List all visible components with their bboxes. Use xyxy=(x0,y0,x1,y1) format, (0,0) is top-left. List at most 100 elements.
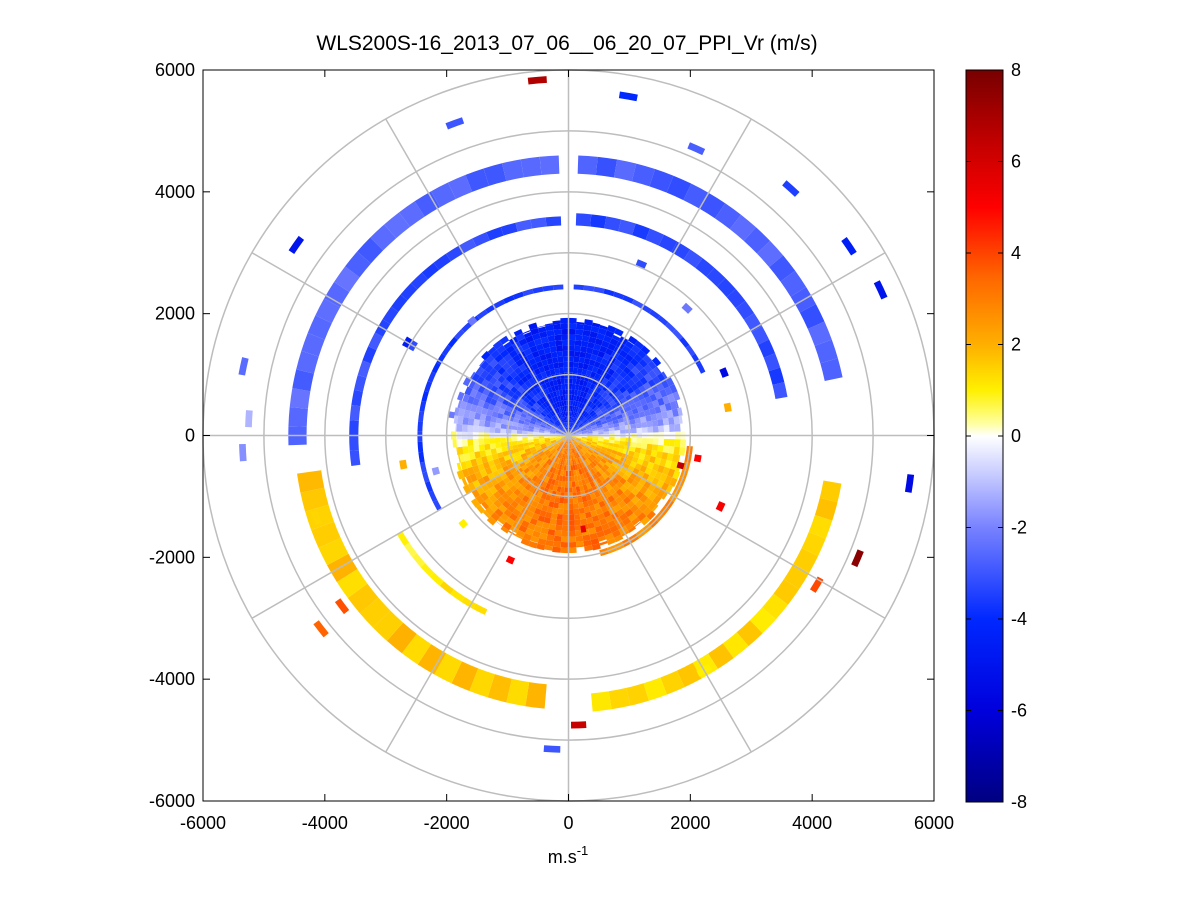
near-field-gate xyxy=(592,438,599,441)
near-field-gate xyxy=(521,383,529,391)
near-field-gate xyxy=(528,358,537,366)
near-field-gate xyxy=(591,543,601,551)
near-field-gate xyxy=(553,443,559,449)
near-field-gate xyxy=(587,400,593,407)
range-gate-arc xyxy=(575,213,592,227)
near-field-gate xyxy=(545,494,552,502)
near-field-gate xyxy=(577,421,583,427)
near-field-gate xyxy=(582,363,589,370)
range-gate-arc xyxy=(780,270,807,297)
near-field-gate xyxy=(596,333,605,341)
near-field-gate xyxy=(558,361,564,368)
near-field-gate xyxy=(511,437,517,442)
near-field-gate xyxy=(597,438,604,442)
near-field-gate xyxy=(582,398,588,405)
near-field-gate xyxy=(530,327,540,336)
near-field-gate xyxy=(595,420,602,425)
near-field-gate xyxy=(559,441,564,446)
near-field-gate xyxy=(512,421,519,427)
near-field-gate xyxy=(561,328,569,335)
near-field-gate xyxy=(643,488,653,498)
near-field-gate xyxy=(555,445,560,450)
near-field-gate xyxy=(493,491,502,500)
near-field-gate xyxy=(589,410,595,416)
near-field-gate xyxy=(529,420,536,425)
near-field-gate xyxy=(517,386,525,394)
near-field-gate xyxy=(497,495,506,505)
near-field-gate xyxy=(544,464,550,471)
near-field-gate xyxy=(523,515,532,523)
near-field-gate xyxy=(589,371,597,379)
near-field-gate xyxy=(557,508,564,515)
near-field-gate xyxy=(549,368,556,376)
near-field-gate xyxy=(555,431,561,434)
near-field-gate xyxy=(620,437,626,442)
near-field-gate xyxy=(531,382,539,390)
near-field-gate xyxy=(586,482,592,490)
range-gate-arc xyxy=(391,294,408,312)
near-field-gate xyxy=(502,386,511,395)
near-field-gate xyxy=(540,492,548,500)
range-gate-arc xyxy=(307,315,332,340)
near-field-gate xyxy=(576,433,582,435)
near-field-gate xyxy=(528,377,536,385)
near-field-gate xyxy=(535,470,542,478)
near-field-gate xyxy=(514,414,521,420)
near-field-gate xyxy=(592,430,599,433)
near-field-gate xyxy=(495,400,503,408)
near-field-gate xyxy=(592,439,598,443)
near-field-gate xyxy=(565,389,569,395)
range-gate-arc xyxy=(421,390,429,402)
range-gate-arc xyxy=(695,258,715,277)
scattered-gate xyxy=(687,142,706,156)
near-field-gate xyxy=(570,422,573,428)
near-field-gate xyxy=(547,459,553,466)
range-gate-arc xyxy=(450,589,465,602)
near-field-gate xyxy=(543,417,550,422)
scattered-gate xyxy=(715,501,726,512)
near-field-gate xyxy=(569,411,572,417)
near-field-gate xyxy=(474,451,482,459)
near-field-gate xyxy=(525,372,533,381)
near-field-gate xyxy=(634,463,642,471)
near-field-gate xyxy=(485,354,495,365)
near-field-gate xyxy=(587,432,593,435)
range-gate-arc xyxy=(412,553,426,568)
range-gate-arc xyxy=(404,542,417,557)
near-field-gate xyxy=(517,484,525,492)
near-field-gate xyxy=(534,422,541,427)
range-gate-arc xyxy=(324,281,350,308)
near-field-gate xyxy=(576,321,585,325)
near-field-gate xyxy=(568,350,575,357)
near-field-gate xyxy=(581,436,588,439)
near-field-gate xyxy=(502,476,511,485)
range-gate-arc xyxy=(665,322,676,333)
near-field-gate xyxy=(629,418,636,425)
x-tick-label: 6000 xyxy=(914,813,954,833)
near-field-gate xyxy=(580,403,586,410)
near-field-gate xyxy=(528,455,535,462)
y-tick-label: -4000 xyxy=(149,669,195,689)
near-field-gate xyxy=(565,448,568,455)
near-field-gate xyxy=(576,413,580,419)
near-field-gate xyxy=(620,466,628,474)
near-field-gate xyxy=(563,429,567,434)
near-field-gate xyxy=(479,450,487,458)
near-field-gate xyxy=(613,396,621,404)
near-field-gate xyxy=(562,448,565,454)
near-field-gate xyxy=(641,459,650,468)
near-field-gate xyxy=(599,345,608,354)
scattered-gate xyxy=(458,518,469,529)
near-field-gate xyxy=(654,405,662,414)
near-field-gate xyxy=(552,320,561,325)
near-field-gate xyxy=(467,466,475,476)
near-field-gate xyxy=(586,429,593,433)
near-field-gate xyxy=(555,433,561,435)
near-field-gate xyxy=(578,396,583,403)
near-field-gate xyxy=(484,467,493,476)
near-field-gate xyxy=(665,484,674,494)
near-field-gate xyxy=(459,400,468,410)
near-field-gate xyxy=(552,449,558,456)
near-field-gate xyxy=(652,438,659,445)
range-gate-arc xyxy=(603,288,615,297)
